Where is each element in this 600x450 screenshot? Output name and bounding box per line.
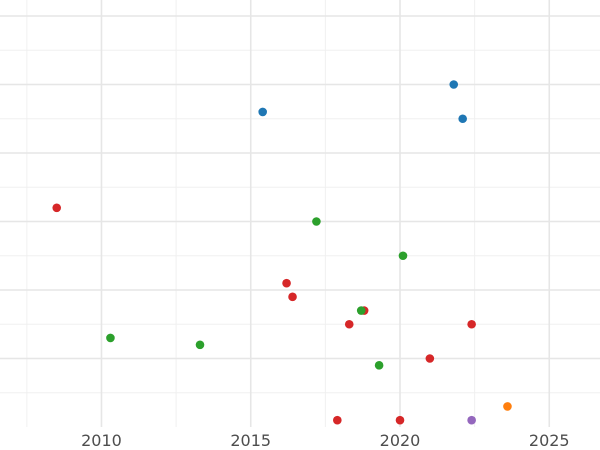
data-point [467, 415, 476, 425]
data-point [288, 292, 297, 302]
x-tick-label: 2015 [230, 431, 271, 450]
data-point [395, 415, 405, 425]
data-point [106, 333, 115, 343]
data-point [374, 361, 384, 370]
data-point [344, 319, 354, 329]
data-point [503, 402, 512, 411]
data-point [312, 217, 321, 226]
minor-gridlines [0, 0, 600, 427]
data-point [356, 306, 366, 315]
data-point [467, 319, 476, 329]
data-point [333, 415, 342, 425]
data-point [282, 278, 291, 288]
x-axis-tick-labels: 2010 2015 2020 2025 [81, 431, 569, 450]
data-point [195, 340, 205, 350]
major-gridlines [0, 0, 600, 427]
x-tick-label: 2010 [81, 431, 122, 450]
x-tick-label: 2020 [380, 431, 421, 450]
data-point [258, 107, 267, 117]
data-point [398, 251, 408, 261]
x-tick-label: 2025 [529, 431, 570, 450]
data-point [449, 80, 459, 89]
data-points [52, 80, 512, 425]
data-point [425, 354, 435, 363]
data-point [52, 203, 62, 213]
data-point [458, 114, 467, 124]
